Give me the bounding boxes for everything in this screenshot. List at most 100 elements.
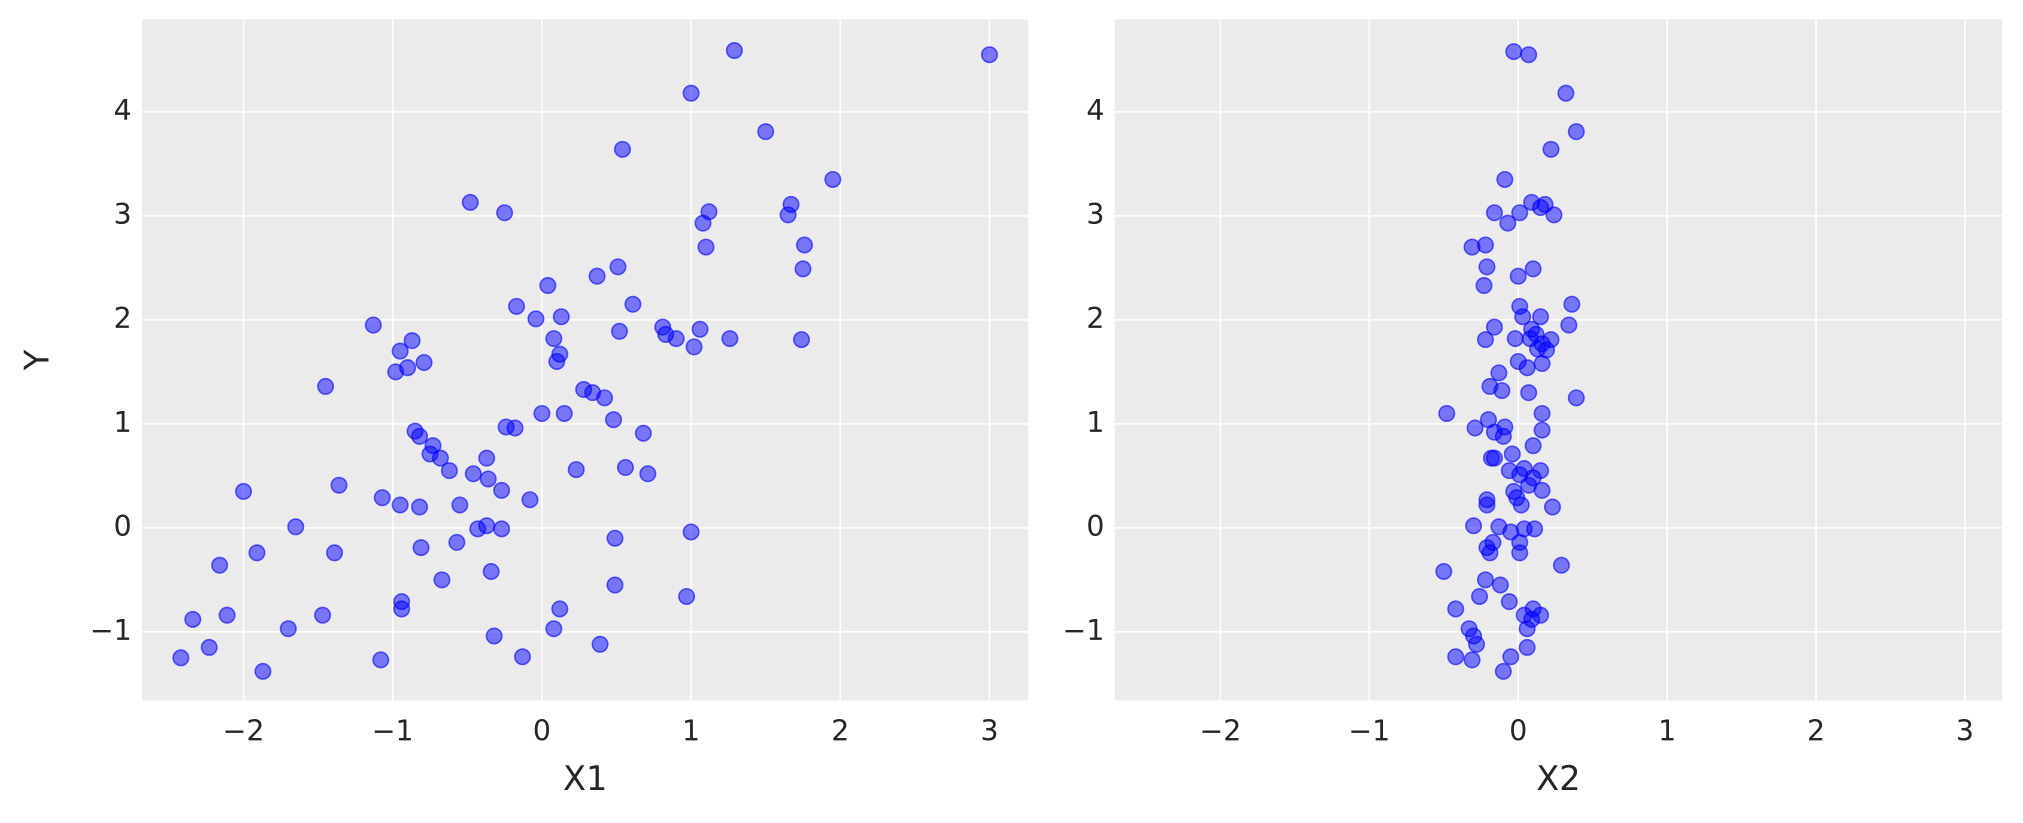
point bbox=[172, 649, 190, 667]
point bbox=[725, 42, 743, 60]
point bbox=[493, 520, 511, 538]
point bbox=[551, 600, 569, 618]
point bbox=[794, 260, 812, 278]
y-tick-label: 3 bbox=[1086, 198, 1104, 231]
point bbox=[493, 481, 511, 499]
point bbox=[234, 482, 253, 500]
point bbox=[1520, 384, 1538, 402]
point bbox=[1526, 520, 1544, 538]
y-tick-label: −1 bbox=[90, 614, 132, 647]
point bbox=[469, 520, 487, 538]
point bbox=[606, 529, 624, 547]
point bbox=[433, 571, 451, 589]
point bbox=[1478, 496, 1496, 514]
point bbox=[1502, 648, 1520, 666]
point bbox=[464, 465, 482, 483]
point bbox=[1447, 600, 1465, 618]
point bbox=[485, 627, 503, 645]
point bbox=[1542, 140, 1560, 158]
panel: −2 −1 0 1 2 3 −1 0 1 2 3 4 X2 bbox=[1063, 19, 2003, 798]
y-tick-label: 0 bbox=[1086, 510, 1104, 543]
point bbox=[411, 498, 429, 516]
point bbox=[1468, 635, 1486, 653]
point bbox=[980, 46, 998, 64]
point bbox=[1476, 331, 1494, 349]
point bbox=[1557, 84, 1575, 102]
point bbox=[624, 295, 642, 313]
point bbox=[1438, 404, 1456, 422]
x-tick-label: −2 bbox=[1200, 715, 1242, 748]
plot-area bbox=[142, 19, 1029, 701]
point bbox=[1543, 498, 1562, 516]
point bbox=[1524, 437, 1542, 455]
y-tick-label: 4 bbox=[114, 94, 132, 127]
point bbox=[461, 193, 479, 211]
x-tick-label: 1 bbox=[682, 715, 700, 748]
x-tick-label: −2 bbox=[223, 715, 265, 748]
point bbox=[694, 214, 712, 232]
point bbox=[411, 427, 429, 445]
point bbox=[211, 556, 229, 574]
point bbox=[1532, 199, 1550, 217]
point bbox=[545, 620, 563, 638]
point bbox=[613, 140, 631, 158]
x-tick-label: 0 bbox=[533, 715, 551, 748]
point bbox=[591, 635, 609, 653]
point bbox=[254, 662, 272, 680]
point bbox=[391, 342, 409, 360]
point bbox=[1520, 46, 1538, 64]
x-tick-label: −1 bbox=[372, 715, 414, 748]
point bbox=[1471, 587, 1489, 605]
point bbox=[391, 496, 409, 514]
point bbox=[1506, 330, 1524, 348]
x-tick-label: 2 bbox=[1807, 715, 1825, 748]
x-tick-label: 3 bbox=[1956, 715, 1974, 748]
panel: −2 −1 0 1 2 3 −1 0 1 2 3 4 X1 Y bbox=[17, 19, 1029, 798]
point bbox=[1476, 571, 1494, 589]
point bbox=[1435, 562, 1453, 581]
point bbox=[1476, 236, 1494, 254]
y-tick-label: 3 bbox=[114, 198, 132, 231]
point bbox=[1463, 651, 1481, 669]
point bbox=[1505, 43, 1523, 61]
point bbox=[1494, 662, 1512, 680]
point bbox=[1532, 308, 1550, 326]
y-tick-label: −1 bbox=[1063, 614, 1105, 647]
point bbox=[545, 330, 563, 348]
y-tick-label: 1 bbox=[114, 406, 132, 439]
point bbox=[1490, 364, 1508, 382]
point bbox=[682, 523, 700, 541]
point bbox=[506, 419, 524, 437]
point bbox=[1493, 382, 1511, 400]
point bbox=[685, 338, 703, 356]
point bbox=[218, 606, 236, 624]
y-tick-label: 4 bbox=[1086, 94, 1104, 127]
point bbox=[1518, 638, 1536, 656]
point bbox=[1500, 593, 1518, 611]
x-tick-label: 0 bbox=[1509, 715, 1527, 748]
x-tick-label: 1 bbox=[1658, 715, 1676, 748]
point bbox=[552, 308, 570, 326]
point bbox=[415, 353, 433, 372]
point bbox=[1511, 544, 1529, 562]
point bbox=[1447, 648, 1465, 666]
point bbox=[639, 465, 657, 483]
point bbox=[479, 470, 497, 488]
point bbox=[1503, 445, 1521, 463]
point bbox=[795, 236, 813, 254]
point bbox=[792, 331, 811, 349]
point bbox=[721, 330, 739, 348]
point bbox=[555, 404, 573, 422]
point bbox=[1466, 419, 1484, 437]
point bbox=[1491, 576, 1509, 594]
point bbox=[1563, 295, 1581, 313]
point bbox=[1518, 359, 1536, 377]
point bbox=[588, 267, 606, 285]
point bbox=[364, 316, 382, 334]
point bbox=[610, 322, 628, 340]
point bbox=[1518, 620, 1536, 638]
point bbox=[1485, 318, 1503, 336]
point bbox=[1496, 170, 1514, 189]
point bbox=[604, 411, 623, 429]
point bbox=[314, 606, 332, 624]
